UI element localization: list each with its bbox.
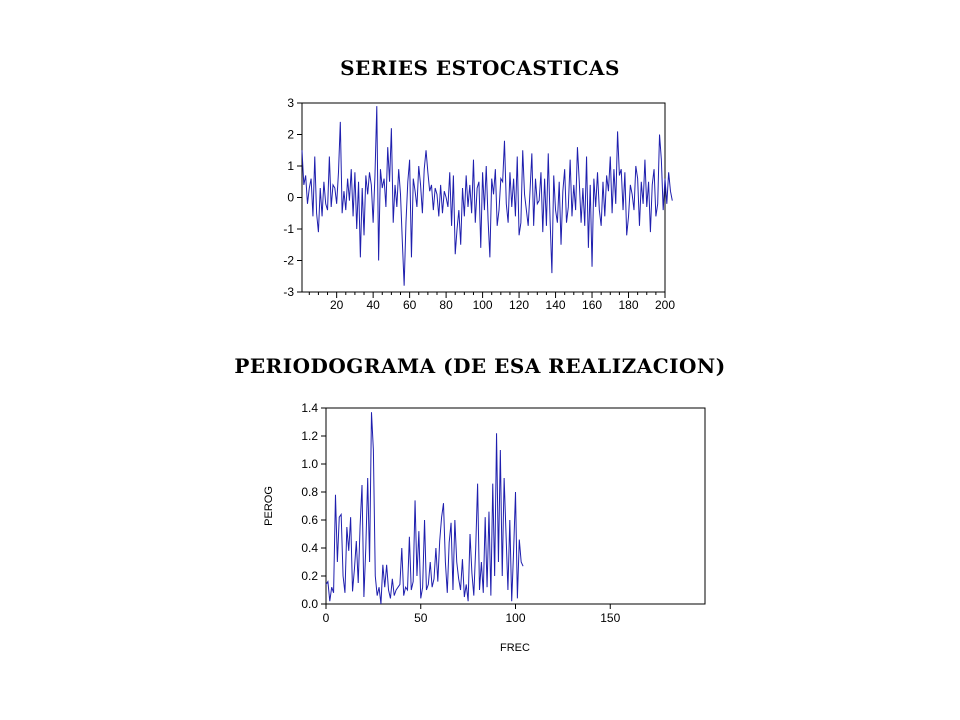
y-tick-label: 0.6	[301, 513, 318, 527]
y-tick-label: 2	[287, 128, 294, 142]
periodogram-line	[325, 412, 524, 605]
series-chart-title: SERIES ESTOCASTICAS	[340, 56, 620, 80]
y-tick-label: 1.0	[301, 457, 318, 471]
y-tick-label: -3	[283, 285, 294, 299]
series-line	[301, 106, 673, 286]
x-axis-label: FREC	[500, 642, 530, 654]
x-tick-label: 60	[403, 298, 417, 312]
x-tick-label: 50	[414, 611, 428, 625]
x-tick-label: 100	[505, 611, 525, 625]
y-tick-label: 0.2	[301, 569, 318, 583]
x-tick-label: 20	[330, 298, 344, 312]
x-tick-label: 80	[439, 298, 453, 312]
y-tick-label: 1.2	[301, 429, 318, 443]
x-tick-label: 120	[509, 298, 529, 312]
y-tick-label: 1.4	[301, 401, 318, 415]
y-tick-label: -1	[283, 222, 294, 236]
x-tick-label: 40	[366, 298, 380, 312]
y-tick-label: 0.4	[301, 541, 318, 555]
y-tick-label: 1	[287, 159, 294, 173]
x-tick-label: 200	[655, 298, 675, 312]
y-tick-label: -2	[283, 254, 294, 268]
x-tick-label: 100	[473, 298, 493, 312]
periodogram-chart-title: PERIODOGRAMA (DE ESA REALIZACION)	[234, 354, 726, 378]
x-tick-label: 150	[600, 611, 620, 625]
y-tick-label: 3	[287, 96, 294, 110]
y-tick-label: 0	[287, 191, 294, 205]
x-tick-label: 0	[323, 611, 330, 625]
y-axis-label: PEROG	[263, 486, 275, 526]
y-tick-label: 0.0	[301, 597, 318, 611]
y-tick-label: 0.8	[301, 485, 318, 499]
x-tick-label: 140	[546, 298, 566, 312]
x-tick-label: 180	[619, 298, 639, 312]
x-tick-label: 160	[582, 298, 602, 312]
